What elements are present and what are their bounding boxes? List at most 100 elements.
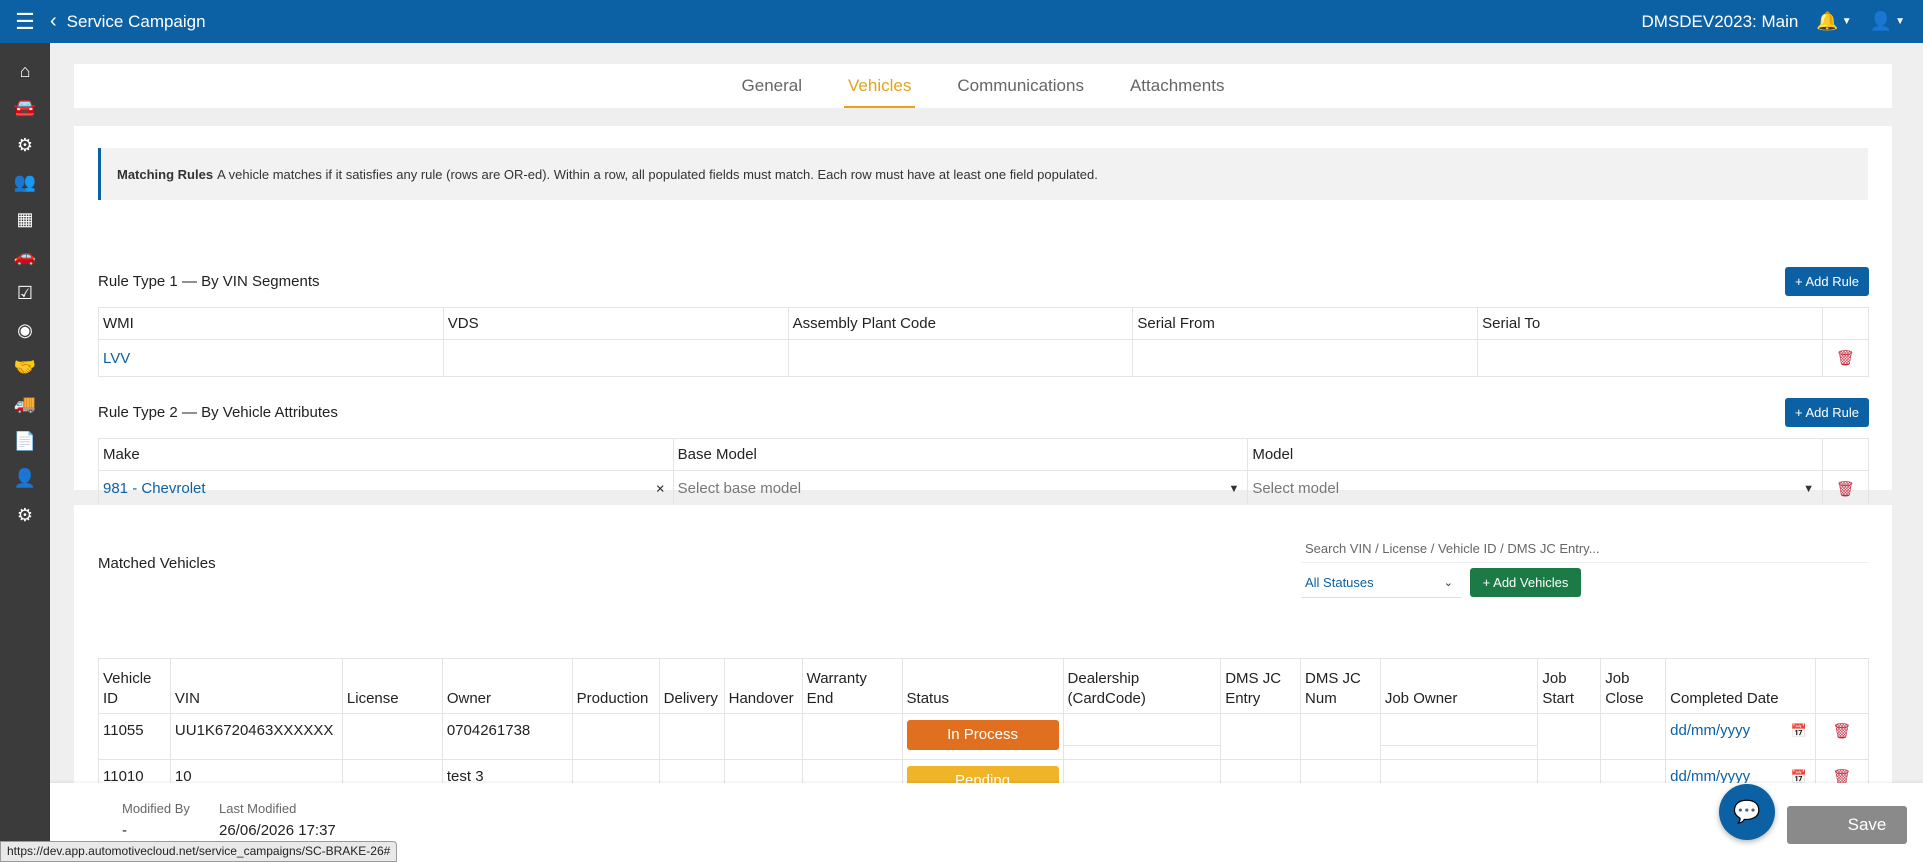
date-placeholder: dd/mm/yyyy [1670,768,1751,785]
vehicle-service-icon[interactable]: 🚗 [13,246,37,266]
checklist-icon[interactable]: ☑ [16,283,34,303]
car-icon[interactable]: 🚘 [13,98,37,118]
environment-label[interactable]: DMSDEV2023: Main [1641,11,1799,31]
completed-date-input[interactable]: dd/mm/yyyy 📅 [1670,722,1811,739]
handshake-icon[interactable]: 🤝 [13,357,37,377]
calendar-icon[interactable]: 📅 [1790,722,1807,738]
trash-icon[interactable]: 🗑 [1814,713,1870,760]
tab-general[interactable]: General [741,76,803,95]
attribute-rules-table: Make Base Model Model 981 - Chevrolet × Sele… [98,438,1870,507]
cell-dms-jc-num [1300,713,1381,760]
notice-heading: Matching Rules [117,166,214,182]
column-header: Job Close [1600,658,1667,714]
parts-icon[interactable]: ⚙ [16,135,34,155]
column-header-actions [1814,658,1870,714]
add-rule-button-type-1[interactable]: + Add Rule [1785,267,1869,296]
column-header: VIN [169,658,343,714]
customer-icon[interactable]: 👥 [13,172,37,192]
trash-icon[interactable]: 🗑 [1821,339,1870,377]
rules-card: Matching Rules A vehicle matches if it s… [74,126,1892,507]
settings-icon[interactable]: ⚙ [16,505,34,525]
cell-status: In Process [901,713,1064,760]
cell-handover [723,713,803,760]
calendar-icon[interactable]: 📅 [1790,768,1807,784]
model-select[interactable]: Select model ▼ [1247,470,1823,507]
column-header: DMS JC Num [1300,658,1381,714]
cell-id: 11055 [98,713,171,760]
cell-dms-jc-entry [1220,713,1302,760]
base-model-placeholder: Select base model [677,480,802,497]
column-header: Status [901,658,1064,714]
cell-job-owner [1379,713,1539,760]
tab-communications[interactable]: Communications [957,76,1084,95]
job-owner-input[interactable] [1380,718,1538,746]
user-settings-icon[interactable]: 👤 [13,468,37,488]
calendar-icon[interactable]: ▦ [16,209,34,229]
cell-license [341,713,443,760]
status-url: https://dev.app.automotivecloud.net/serv… [0,841,398,862]
last-modified-value: 26/06/2026 17:37 [219,822,336,839]
trash-icon[interactable]: 🗑 [1821,470,1870,507]
column-header: DMS JC Entry [1220,658,1302,714]
back-arrow-icon[interactable]: ‹ [50,10,57,32]
cell-production [571,713,660,760]
column-header: License [341,658,443,714]
tab-vehicles[interactable]: Vehicles [844,64,916,108]
caret-down-icon: ▼ [1228,482,1240,495]
user-menu-button[interactable]: 👤 ▼ [1870,11,1905,32]
column-header-actions [1821,307,1870,340]
column-header: Delivery [658,658,725,714]
hamburger-icon[interactable]: ☰ [15,8,35,34]
column-header: Base Model [672,438,1249,471]
document-icon[interactable]: 📄 [13,431,37,451]
home-icon[interactable]: ⌂ [19,61,31,81]
add-vehicles-button[interactable]: + Add Vehicles [1470,568,1581,597]
notifications-button[interactable]: 🔔 ▼ [1816,11,1851,32]
completed-date-input[interactable]: dd/mm/yyyy 📅 [1670,768,1811,785]
column-header: Serial From [1132,307,1479,340]
cell-warranty-end [801,713,903,760]
add-rule-button-type-2[interactable]: + Add Rule [1785,398,1869,427]
wmi-field[interactable]: LVV [98,339,444,377]
user-icon: 👤 [1869,11,1893,31]
make-select[interactable]: 981 - Chevrolet × [98,470,674,507]
cell-dealership [1062,713,1222,760]
main-content: General Vehicles Communications Attachments… [50,43,1923,862]
column-header: Make [98,438,674,471]
column-header: Serial To [1477,307,1823,340]
dealership-input[interactable] [1063,718,1221,746]
bell-icon: 🔔 [1816,11,1839,31]
cell-job-close [1600,713,1667,760]
vds-field[interactable] [442,339,789,377]
make-value: 981 - Chevrolet [103,480,206,497]
status-filter-value: All Statuses [1305,575,1374,590]
vehicle-search-input[interactable]: Search VIN / License / Vehicle ID / DMS … [1301,535,1869,563]
serial-from-field[interactable] [1132,339,1479,377]
rule-type-1-title: Rule Type 1 — By VIN Segments [98,273,320,290]
plant-code-field[interactable] [787,339,1134,377]
clear-icon[interactable]: × [655,480,665,497]
status-badge[interactable]: In Process [906,720,1059,750]
inspection-icon[interactable]: ◉ [17,320,33,340]
chat-icon: 💬 [1733,799,1761,824]
chevron-down-icon: ▼ [1841,16,1852,27]
notice-text: A vehicle matches if it satisfies any ru… [217,166,1098,182]
cell-delivery [658,713,725,760]
column-header: VDS [442,307,789,340]
column-header: Warranty End [801,658,903,714]
save-button[interactable]: Save [1787,806,1907,844]
table-row: 11055 UU1K6720463XXXXXX 0704261738 In Proce… [98,713,1870,760]
status-filter-select[interactable]: All Statuses ⌄ [1301,568,1461,598]
serial-to-field[interactable] [1477,339,1823,377]
column-header: Production [571,658,660,714]
chat-button[interactable]: 💬 [1719,784,1775,840]
modified-by-label: Modified By [122,801,190,816]
truck-icon[interactable]: 🚚 [13,394,37,414]
tab-attachments[interactable]: Attachments [1129,76,1225,95]
column-header: Job Owner [1379,658,1539,714]
tab-bar: General Vehicles Communications Attachments [74,64,1892,108]
sidebar: ⌂ 🚘 ⚙ 👥 ▦ 🚗 ☑ ◉ 🤝 🚚 📄 👤 ⚙ [0,43,50,862]
modified-by-value: - [122,822,127,839]
top-bar: ☰ ‹ Service Campaign DMSDEV2023: Main 🔔 ▼… [0,0,1923,43]
base-model-select[interactable]: Select base model ▼ [672,470,1249,507]
